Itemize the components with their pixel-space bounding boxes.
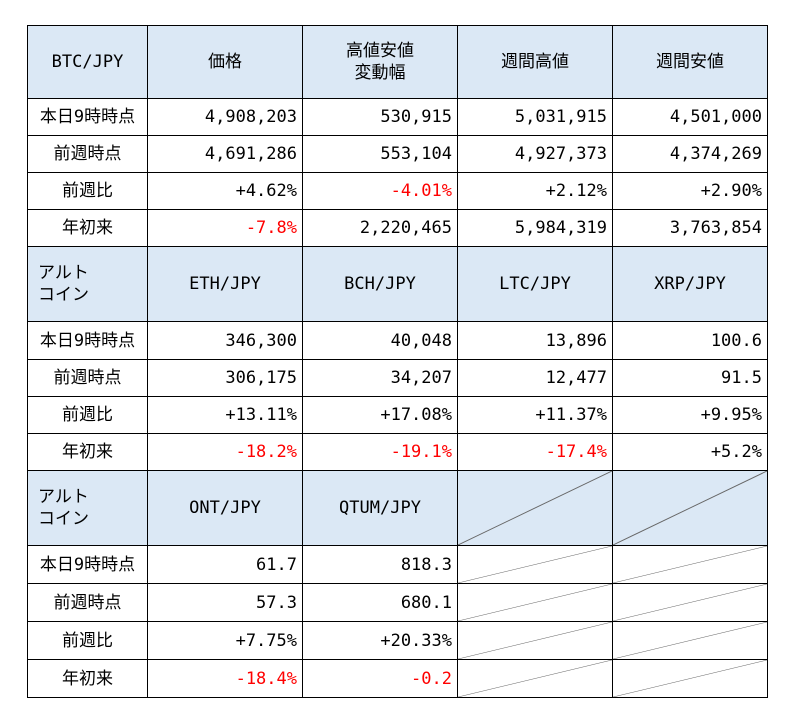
empty-cell-diagonal xyxy=(457,621,613,660)
table-row: 前週時点 4,691,286 553,104 4,927,373 4,374,2… xyxy=(27,135,768,173)
cell-value: 346,300 xyxy=(147,321,303,360)
cell-value: 4,501,000 xyxy=(612,98,768,136)
cell-value: 5,984,319 xyxy=(457,209,613,247)
empty-cell-diagonal xyxy=(612,583,768,622)
table-row: 年初来 -18.4% -0.2 xyxy=(27,659,768,698)
table-row: 前週比 +7.75% +20.33% xyxy=(27,621,768,660)
alt1-title-line1: アルト xyxy=(38,263,89,283)
empty-cell-diagonal xyxy=(457,545,613,584)
empty-cell-diagonal xyxy=(457,583,613,622)
empty-cell-diagonal xyxy=(457,470,613,546)
table-row: 前週時点 306,175 34,207 12,477 91.5 xyxy=(27,359,768,397)
cell-value: 2,220,465 xyxy=(302,209,458,247)
cell-value: +2.90% xyxy=(612,172,768,210)
cell-value: +4.62% xyxy=(147,172,303,210)
cell-value: 12,477 xyxy=(457,359,613,397)
empty-cell-diagonal xyxy=(612,470,768,546)
empty-cell-diagonal xyxy=(612,659,768,698)
cell-value: 4,691,286 xyxy=(147,135,303,173)
cell-value-negative: -18.4% xyxy=(147,659,303,698)
table-row: 前週時点 57.3 680.1 xyxy=(27,583,768,622)
table-row: 年初来 -7.8% 2,220,465 5,984,319 3,763,854 xyxy=(27,209,768,247)
cell-value: 61.7 xyxy=(147,545,303,584)
cell-value-negative: -4.01% xyxy=(302,172,458,210)
row-label: 年初来 xyxy=(27,433,148,471)
cell-value: +2.12% xyxy=(457,172,613,210)
cell-value: +5.2% xyxy=(612,433,768,471)
row-label: 前週比 xyxy=(27,396,148,434)
empty-cell-diagonal xyxy=(612,545,768,584)
cell-value: 4,927,373 xyxy=(457,135,613,173)
col-header-price: 価格 xyxy=(147,25,303,99)
cell-value: +11.37% xyxy=(457,396,613,434)
cell-value-negative: -19.1% xyxy=(302,433,458,471)
row-label: 年初来 xyxy=(27,209,148,247)
alt2-title-line2: コイン xyxy=(38,509,89,529)
col-header-ltc: LTC/JPY xyxy=(457,246,613,322)
alt2-title-line1: アルト xyxy=(38,487,89,507)
cell-value: 4,374,269 xyxy=(612,135,768,173)
cell-value-negative: -17.4% xyxy=(457,433,613,471)
cell-value: 5,031,915 xyxy=(457,98,613,136)
cell-value: 530,915 xyxy=(302,98,458,136)
row-label: 前週時点 xyxy=(27,135,148,173)
cell-value: 4,908,203 xyxy=(147,98,303,136)
cell-value: 3,763,854 xyxy=(612,209,768,247)
col-header-range: 高値安値 変動幅 xyxy=(302,25,458,99)
col-header-xrp: XRP/JPY xyxy=(612,246,768,322)
table-row: 年初来 -18.2% -19.1% -17.4% +5.2% xyxy=(27,433,768,471)
row-label: 本日9時時点 xyxy=(27,321,148,360)
alt1-header-row: アルト コイン ETH/JPY BCH/JPY LTC/JPY XRP/JPY xyxy=(27,246,768,322)
cell-value: 818.3 xyxy=(302,545,458,584)
col-header-weekly-low: 週間安値 xyxy=(612,25,768,99)
cell-value: 91.5 xyxy=(612,359,768,397)
cell-value-negative: -0.2 xyxy=(302,659,458,698)
cell-value: +7.75% xyxy=(147,621,303,660)
col-header-qtum: QTUM/JPY xyxy=(302,470,458,546)
empty-cell-diagonal xyxy=(457,659,613,698)
cell-value: +17.08% xyxy=(302,396,458,434)
cell-value: 680.1 xyxy=(302,583,458,622)
col-header-range-line1: 高値安値 xyxy=(346,41,414,61)
alt1-title-line2: コイン xyxy=(38,285,89,305)
col-header-eth: ETH/JPY xyxy=(147,246,303,322)
row-label: 前週比 xyxy=(27,621,148,660)
row-label: 年初来 xyxy=(27,659,148,698)
alt1-section-title: アルト コイン xyxy=(27,246,148,322)
cell-value: 34,207 xyxy=(302,359,458,397)
cell-value: 100.6 xyxy=(612,321,768,360)
row-label: 前週比 xyxy=(27,172,148,210)
alt2-header-row: アルト コイン ONT/JPY QTUM/JPY xyxy=(27,470,768,546)
table-row: 本日9時時点 4,908,203 530,915 5,031,915 4,501… xyxy=(27,98,768,136)
table-row: 前週比 +13.11% +17.08% +11.37% +9.95% xyxy=(27,396,768,434)
col-header-ont: ONT/JPY xyxy=(147,470,303,546)
cell-value: 306,175 xyxy=(147,359,303,397)
cell-value: 57.3 xyxy=(147,583,303,622)
cell-value: 13,896 xyxy=(457,321,613,360)
table-row: 本日9時時点 346,300 40,048 13,896 100.6 xyxy=(27,321,768,360)
cell-value: 40,048 xyxy=(302,321,458,360)
col-header-range-line2: 変動幅 xyxy=(354,63,406,83)
row-label: 前週時点 xyxy=(27,583,148,622)
table-row: 本日9時時点 61.7 818.3 xyxy=(27,545,768,584)
btc-header-row: BTC/JPY 価格 高値安値 変動幅 週間高値 週間安値 xyxy=(27,25,768,99)
col-header-weekly-high: 週間高値 xyxy=(457,25,613,99)
cell-value: +20.33% xyxy=(302,621,458,660)
cell-value: 553,104 xyxy=(302,135,458,173)
row-label: 本日9時時点 xyxy=(27,545,148,584)
btc-section-title: BTC/JPY xyxy=(27,25,148,99)
cell-value: +9.95% xyxy=(612,396,768,434)
cell-value-negative: -18.2% xyxy=(147,433,303,471)
cell-value: +13.11% xyxy=(147,396,303,434)
cell-value-negative: -7.8% xyxy=(147,209,303,247)
col-header-bch: BCH/JPY xyxy=(302,246,458,322)
table-row: 前週比 +4.62% -4.01% +2.12% +2.90% xyxy=(27,172,768,210)
alt2-section-title: アルト コイン xyxy=(27,470,148,546)
row-label: 本日9時時点 xyxy=(27,98,148,136)
row-label: 前週時点 xyxy=(27,359,148,397)
price-table: BTC/JPY 価格 高値安値 変動幅 週間高値 週間安値 本日9時時点 4,9… xyxy=(27,25,768,698)
empty-cell-diagonal xyxy=(612,621,768,660)
